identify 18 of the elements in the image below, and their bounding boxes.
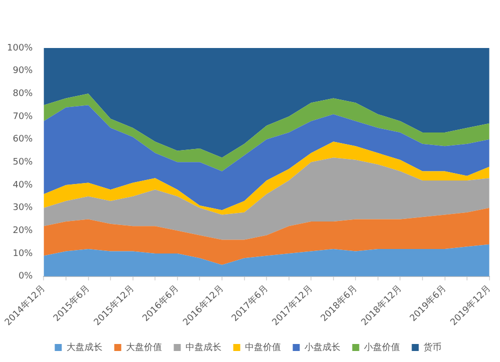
y-tick-label: 30% <box>12 203 34 214</box>
y-tick-label: 80% <box>12 89 34 100</box>
legend-label: 中盘价值 <box>244 342 281 353</box>
y-tick-label: 70% <box>12 112 34 122</box>
legend-label: 小盘成长 <box>304 342 340 353</box>
legend-label: 大盘价值 <box>126 342 162 353</box>
y-tick-label: 50% <box>12 158 34 168</box>
y-tick-label: 20% <box>12 226 34 236</box>
y-tick-label: 40% <box>12 180 34 190</box>
legend-label: 中盘成长 <box>185 342 222 353</box>
legend-label: 大盘成长 <box>66 342 102 353</box>
y-tick-label: 90% <box>12 66 34 76</box>
y-tick-label: 100% <box>6 43 34 54</box>
y-tick-label: 10% <box>12 248 34 259</box>
legend-label: 小盘价值 <box>364 342 400 353</box>
legend-label: 货币 <box>423 342 442 353</box>
y-tick-label: 0% <box>18 272 34 282</box>
y-tick-label: 60% <box>12 134 34 145</box>
